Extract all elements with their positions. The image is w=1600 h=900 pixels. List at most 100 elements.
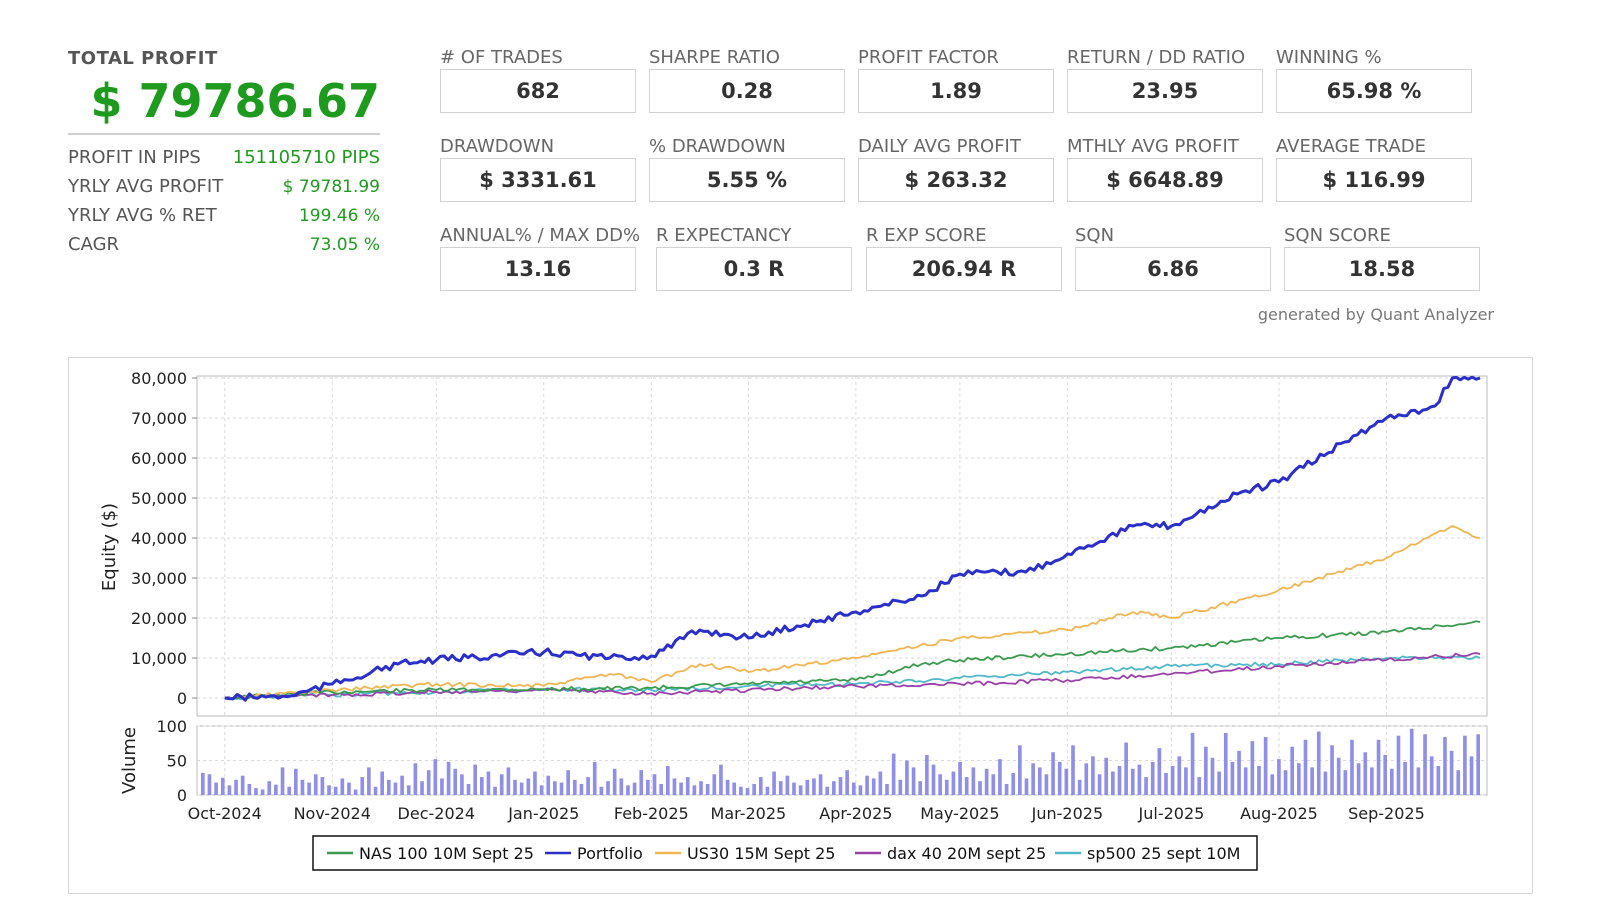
volume-bar — [1436, 766, 1441, 795]
volume-bar — [798, 785, 803, 795]
volume-bar — [958, 761, 962, 795]
y-tick-label: 60,000 — [131, 449, 187, 468]
volume-bar — [313, 774, 318, 795]
stat-row-yrly-ret: YRLY AVG % RET 199.46 % — [68, 201, 380, 230]
volume-bar — [1130, 768, 1135, 795]
x-tick-label: Mar-2025 — [711, 804, 787, 823]
volume-bar — [234, 779, 238, 795]
volume-bar — [752, 783, 756, 795]
volume-bar — [287, 786, 292, 795]
volume-bar — [1263, 737, 1268, 795]
volume-bar — [1297, 763, 1301, 795]
metric-value: $ 263.32 — [858, 158, 1054, 202]
volume-bar — [486, 771, 491, 795]
legend-label-us30: US30 15M Sept 25 — [687, 844, 835, 863]
volume-bar — [984, 768, 989, 795]
volume-bar — [692, 785, 697, 795]
volume-bar — [1336, 757, 1341, 795]
series-line-dax — [224, 652, 1481, 700]
volume-bar — [1230, 761, 1235, 795]
x-tick-label: Aug-2025 — [1240, 804, 1318, 823]
volume-bar — [925, 754, 929, 795]
volume-bar — [1376, 739, 1381, 795]
volume-bar — [1024, 778, 1029, 795]
volume-bar — [871, 778, 876, 795]
volume-bar — [1057, 761, 1062, 795]
volume-bar — [267, 781, 272, 795]
volume-bar — [1283, 770, 1288, 795]
x-tick-label: Dec-2024 — [398, 804, 475, 823]
volume-bar — [685, 777, 690, 795]
stat-row-pips: PROFIT IN PIPS 151105710 PIPS — [68, 143, 380, 172]
volume-bar — [446, 761, 451, 795]
volume-bar — [1018, 745, 1022, 795]
total-profit-label: TOTAL PROFIT — [68, 48, 218, 69]
volume-bar — [1323, 771, 1328, 795]
volume-bar — [493, 786, 497, 795]
y-tick-label: 20,000 — [131, 609, 187, 628]
volume-bar — [1257, 766, 1261, 795]
stat-value: $ 79781.99 — [282, 177, 380, 197]
volume-bar — [1270, 774, 1275, 795]
volume-bar — [659, 783, 663, 795]
metric-value: 6.86 — [1075, 247, 1271, 291]
metric-r-exp-score: R EXP SCORE 206.94 R — [866, 225, 1062, 291]
volume-bar — [978, 781, 982, 795]
volume-bar — [400, 775, 404, 795]
volume-bar — [1316, 731, 1321, 795]
volume-bar — [1111, 771, 1115, 795]
volume-bar — [260, 789, 265, 795]
volume-bar — [665, 766, 670, 795]
volume-bar — [579, 783, 584, 795]
volume-bar — [931, 764, 936, 795]
volume-bar — [539, 785, 544, 795]
metric-value: 5.55 % — [649, 158, 845, 202]
volume-bar — [1197, 777, 1202, 795]
y-tick-label: 10,000 — [131, 649, 187, 668]
stat-row-cagr: CAGR 73.05 % — [68, 230, 380, 259]
metric-value: 0.28 — [649, 69, 845, 113]
volume-bar — [712, 774, 717, 795]
volume-bar — [201, 772, 205, 795]
y-tick-label: 70,000 — [131, 409, 187, 428]
volume-bar — [1044, 774, 1049, 795]
volume-bar — [1104, 757, 1109, 795]
volume-bar — [592, 761, 597, 795]
x-tick-label: Sep-2025 — [1348, 804, 1425, 823]
volume-bar — [1210, 757, 1215, 795]
volume-bar — [1184, 767, 1188, 795]
stat-row-yrly-profit: YRLY AVG PROFIT $ 79781.99 — [68, 172, 380, 201]
stat-label: YRLY AVG PROFIT — [68, 176, 224, 197]
volume-bar — [1429, 756, 1434, 795]
metric-label: SQN SCORE — [1284, 225, 1391, 246]
metric-winning: WINNING % 65.98 % — [1276, 47, 1472, 113]
volume-bar — [519, 782, 524, 795]
x-tick-label: Jul-2025 — [1138, 804, 1205, 823]
volume-bar — [367, 767, 371, 795]
metric-label: WINNING % — [1276, 47, 1382, 68]
x-tick-label: Feb-2025 — [614, 804, 689, 823]
volume-bar — [891, 753, 896, 795]
volume-axis-title: Volume — [119, 727, 140, 794]
volume-bar — [1290, 746, 1295, 795]
volume-bar — [214, 782, 218, 795]
volume-bar — [938, 774, 942, 795]
volume-bar — [719, 764, 723, 795]
volume-bar — [1250, 741, 1255, 795]
volume-bar — [1409, 728, 1414, 795]
volume-bar — [832, 781, 836, 795]
volume-bar — [433, 759, 438, 795]
volume-bar — [1469, 756, 1474, 795]
y-tick-label: 40,000 — [131, 529, 187, 548]
metric-value: 682 — [440, 69, 636, 113]
volume-bar — [1343, 770, 1348, 795]
volume-bar — [220, 777, 225, 795]
series-line-us30 — [224, 525, 1481, 700]
volume-bar — [805, 779, 810, 795]
volume-bar — [274, 784, 278, 795]
volume-bar — [413, 763, 418, 795]
volume-bar — [320, 777, 325, 795]
volume-bar — [1170, 766, 1175, 795]
volume-bar — [240, 775, 245, 795]
volume-bar — [1416, 767, 1421, 795]
